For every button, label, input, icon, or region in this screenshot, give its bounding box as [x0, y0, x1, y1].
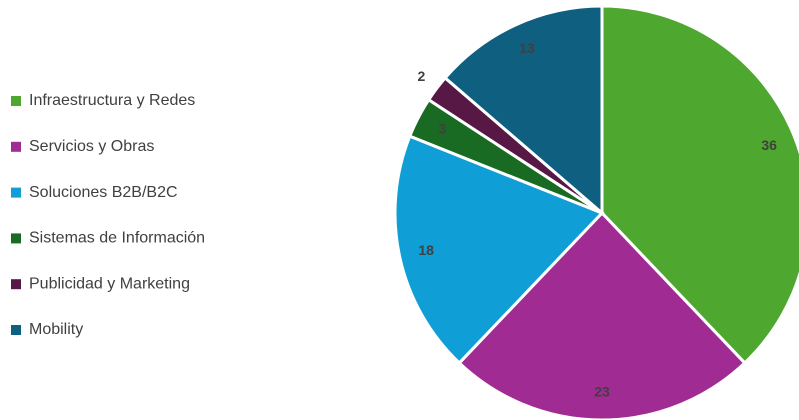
data-label: 3	[438, 121, 446, 137]
legend-label: Mobility	[29, 321, 83, 338]
legend-swatch	[11, 187, 21, 198]
legend-swatch	[11, 141, 21, 152]
data-label: 13	[519, 40, 535, 56]
legend-label: Soluciones B2B/B2C	[29, 184, 178, 201]
data-label: 18	[418, 242, 434, 258]
legend-swatch	[11, 325, 21, 335]
data-label: 36	[761, 137, 777, 153]
legend-label: Infraestructura y Redes	[29, 92, 195, 109]
pie-slice	[600, 4, 799, 366]
data-label: 2	[417, 68, 425, 84]
data-label: 23	[594, 384, 610, 400]
legend-label: Servicios y Obras	[29, 138, 154, 155]
pie-slice	[443, 4, 604, 217]
legend-swatch	[11, 233, 21, 244]
legend-label: Sistemas de Información	[29, 230, 205, 247]
legend-label: Publicidad y Marketing	[29, 275, 190, 292]
legend-swatch	[11, 279, 21, 290]
legend-swatch	[11, 96, 21, 106]
